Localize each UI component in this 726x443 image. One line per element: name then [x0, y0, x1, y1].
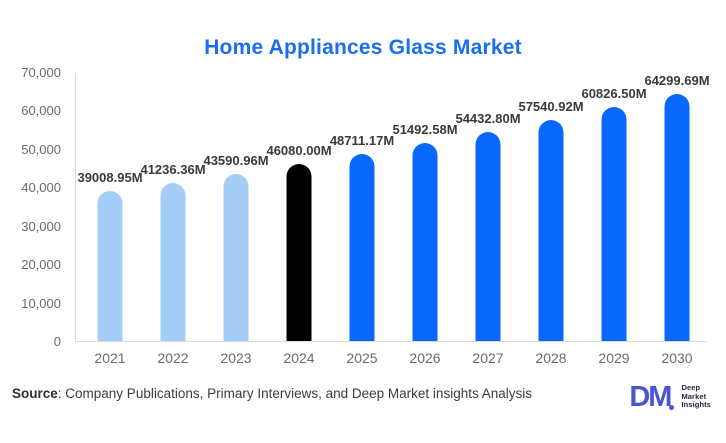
bar-column: 46080.00M 2024	[266, 73, 332, 366]
x-tick-label: 2026	[409, 350, 441, 366]
bar	[412, 143, 438, 341]
bar-column: 64299.69M 2030	[644, 72, 710, 366]
bar	[97, 191, 123, 341]
chart-title: Home Appliances Glass Market	[204, 36, 522, 59]
bar-value-label: 57540.92M	[518, 98, 584, 114]
brand-monogram: DM	[629, 381, 676, 413]
bar	[538, 119, 564, 341]
brand-exclamation-dot-icon	[669, 405, 675, 410]
brand-wordmark: Deep Market Insights	[681, 384, 711, 410]
y-tick-label: 40,000	[21, 180, 61, 196]
y-tick-label: 70,000	[21, 65, 61, 80]
source-note: Source: Company Publications, Primary In…	[12, 386, 532, 401]
bar-column: 48711.17M 2025	[329, 73, 395, 366]
bar-value-label: 48711.17M	[329, 132, 395, 148]
x-tick-label: 2024	[283, 350, 315, 366]
x-tick-label: 2029	[598, 350, 630, 366]
bar	[160, 182, 186, 341]
y-tick-label: 30,000	[21, 218, 61, 234]
bar	[223, 173, 249, 341]
bar	[286, 163, 312, 341]
bar-column: 57540.92M 2028	[518, 73, 584, 366]
x-tick-label: 2023	[220, 350, 252, 366]
bar-value-label: 41236.36M	[140, 161, 206, 177]
bar-column: 43590.96M 2023	[203, 73, 269, 367]
bar-value-label: 46080.00M	[266, 142, 332, 158]
bar-column: 39008.95M 2021	[77, 73, 143, 366]
x-tick-label: 2027	[472, 350, 504, 366]
brand-monogram-letters: DM	[629, 381, 672, 413]
bar-column: 41236.36M 2022	[140, 73, 206, 366]
bar	[664, 93, 690, 341]
brand-logo: DM Deep Market Insights	[629, 381, 711, 413]
x-tick-label: 2025	[346, 350, 378, 366]
bar-value-label: 54432.80M	[455, 110, 521, 126]
brand-word-line: Market	[681, 391, 707, 401]
bar-value-label: 64299.69M	[644, 72, 710, 88]
bar-column: 60826.50M 2029	[581, 73, 647, 366]
bar-value-label: 51492.58M	[392, 122, 458, 138]
y-tick-label: 0	[53, 334, 61, 349]
source-text: : Company Publications, Primary Intervie…	[57, 386, 532, 401]
bar	[349, 153, 375, 341]
y-tick-label: 20,000	[21, 257, 61, 273]
brand-word-line: Deep	[681, 383, 701, 393]
y-tick-label: 10,000	[21, 295, 61, 311]
bar-column: 54432.80M 2027	[455, 73, 521, 366]
x-tick-label: 2028	[535, 350, 567, 366]
x-tick-label: 2021	[94, 350, 126, 366]
bar-value-label: 39008.95M	[77, 170, 143, 186]
x-tick-label: 2030	[661, 350, 693, 366]
bar	[475, 131, 501, 341]
bar-value-label: 60826.50M	[581, 86, 647, 102]
bar-column: 51492.58M 2026	[392, 73, 458, 366]
y-tick-label: 60,000	[21, 103, 61, 119]
source-label: Source	[12, 386, 58, 401]
brand-word-line: Insights	[681, 400, 711, 410]
y-tick-label: 50,000	[21, 141, 61, 157]
bar-value-label: 43590.96M	[203, 152, 269, 168]
x-tick-label: 2022	[157, 350, 189, 366]
plot-area: 39008.95M 2021 41236.36M 2022 43590.96M 2023 4…	[75, 72, 710, 367]
bar	[601, 107, 627, 341]
y-axis: 70,000 60,000 50,000 40,000 30,000 20,000 10,0…	[0, 0, 68, 443]
